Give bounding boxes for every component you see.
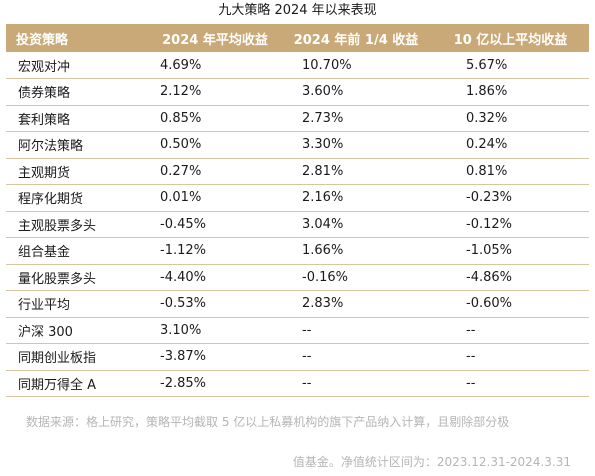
large-fund-return-cell: -1.05% (466, 243, 512, 259)
avg-return-cell: 2.12% (160, 84, 202, 100)
avg-return-cell: -4.40% (160, 269, 206, 285)
table-row: 程序化期货 0.01% 2.16% -0.23% (6, 185, 589, 211)
footer-note: 值基金。净值统计区间为：2023.12.31-2024.3.31 (292, 455, 571, 469)
avg-return-cell: 0.01% (160, 190, 202, 206)
q1-return-cell: 2.16% (302, 190, 344, 206)
strategy-name-cell: 主观股票多头 (18, 218, 97, 234)
table-row: 沪深 300 3.10% -- -- (6, 317, 589, 344)
avg-return-cell: -0.53% (160, 296, 206, 312)
large-fund-return-cell: -0.12% (466, 216, 512, 232)
data-source-note: 数据来源：格上研究，策略平均截取 5 亿以上私募机构的旗下产品纳入计算，且剔除部… (26, 415, 510, 429)
strategy-performance-table: 投资策略 2024 年平均收益 2024 年前 1/4 收益 10 亿以上平均收… (6, 24, 589, 397)
header-2024-avg-return: 2024 年平均收益 (162, 32, 268, 48)
table-row: 债券策略 2.12% 3.60% 1.86% (6, 79, 589, 105)
avg-return-cell: -3.87% (160, 349, 206, 365)
avg-return-cell: 0.50% (160, 137, 202, 153)
table-row: 宏观对冲 4.69% 10.70% 5.67% (6, 52, 589, 79)
q1-return-cell: 2.73% (302, 110, 344, 126)
strategy-name-cell: 同期万得全 A (18, 377, 97, 393)
q1-return-cell: 3.60% (302, 84, 344, 100)
avg-return-cell: -1.12% (160, 243, 206, 259)
strategy-name-cell: 债券策略 (18, 86, 71, 102)
large-fund-return-cell: -0.23% (466, 190, 512, 206)
avg-return-cell: 0.85% (160, 110, 202, 126)
q1-return-cell: 2.81% (302, 163, 344, 179)
table-row: 套利策略 0.85% 2.73% 0.32% (6, 105, 589, 132)
table-header-row: 投资策略 2024 年平均收益 2024 年前 1/4 收益 10 亿以上平均收… (6, 24, 589, 52)
large-fund-return-cell: -- (466, 322, 476, 338)
large-fund-return-cell: -- (466, 375, 476, 391)
large-fund-return-cell: -0.60% (466, 296, 512, 312)
table-title: 九大策略 2024 年以来表现 (218, 3, 377, 18)
table-row: 行业平均 -0.53% 2.83% -0.60% (6, 291, 589, 317)
q1-return-cell: -- (302, 375, 312, 391)
table-row: 同期万得全 A -2.85% -- -- (6, 370, 589, 397)
large-fund-return-cell: 5.67% (466, 57, 508, 73)
table-row: 阿尔法策略 0.50% 3.30% 0.24% (6, 132, 589, 158)
large-fund-return-cell: -4.86% (466, 269, 512, 285)
strategy-name-cell: 套利策略 (18, 112, 71, 128)
large-fund-return-cell: 0.32% (466, 110, 508, 126)
strategy-name-cell: 宏观对冲 (18, 59, 71, 75)
strategy-name-cell: 程序化期货 (18, 192, 84, 208)
q1-return-cell: -- (302, 349, 312, 365)
table-row: 组合基金 -1.12% 1.66% -1.05% (6, 238, 589, 264)
large-fund-return-cell: 0.81% (466, 163, 508, 179)
header-10b-plus-avg-return: 10 亿以上平均收益 (453, 32, 568, 48)
q1-return-cell: 10.70% (302, 57, 352, 73)
strategy-name-cell: 沪深 300 (18, 324, 73, 340)
q1-return-cell: -- (302, 322, 312, 338)
header-2024-q1-return: 2024 年前 1/4 收益 (293, 32, 419, 48)
avg-return-cell: 3.10% (160, 322, 202, 338)
avg-return-cell: -2.85% (160, 375, 206, 391)
table-row: 主观股票多头 -0.45% 3.04% -0.12% (6, 211, 589, 238)
strategy-name-cell: 阿尔法策略 (18, 139, 84, 155)
strategy-name-cell: 组合基金 (18, 245, 71, 261)
table-row: 主观期货 0.27% 2.81% 0.81% (6, 158, 589, 185)
avg-return-cell: 4.69% (160, 57, 202, 73)
strategy-name-cell: 量化股票多头 (18, 271, 97, 287)
large-fund-return-cell: 0.24% (466, 137, 508, 153)
header-strategy: 投资策略 (16, 32, 69, 48)
q1-return-cell: -0.16% (302, 269, 348, 285)
avg-return-cell: 0.27% (160, 163, 202, 179)
avg-return-cell: -0.45% (160, 216, 206, 232)
table-row: 同期创业板指 -3.87% -- -- (6, 344, 589, 370)
q1-return-cell: 3.30% (302, 137, 344, 153)
q1-return-cell: 2.83% (302, 296, 344, 312)
table-row: 量化股票多头 -4.40% -0.16% -4.86% (6, 264, 589, 291)
large-fund-return-cell: -- (466, 349, 476, 365)
large-fund-return-cell: 1.86% (466, 84, 508, 100)
strategy-name-cell: 同期创业板指 (18, 351, 97, 367)
strategy-name-cell: 主观期货 (18, 165, 71, 181)
q1-return-cell: 1.66% (302, 243, 344, 259)
q1-return-cell: 3.04% (302, 216, 344, 232)
strategy-name-cell: 行业平均 (18, 298, 71, 314)
